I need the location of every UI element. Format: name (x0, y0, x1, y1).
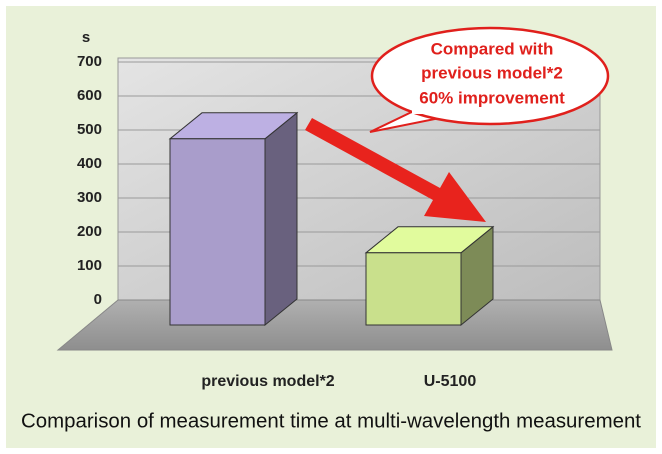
y-tick-label: 300 (77, 189, 102, 206)
bar-front (365, 252, 462, 326)
x-tick-label: previous model*2 (201, 373, 334, 390)
chart-title: Comparison of measurement time at multi-… (21, 410, 641, 432)
annotation-line: 60% improvement (419, 88, 565, 107)
y-tick-label: 400 (77, 155, 102, 172)
y-tick-label: 100 (77, 257, 102, 274)
floor (56, 299, 613, 351)
bar-front (169, 138, 266, 326)
y-axis-label: s (82, 29, 90, 46)
bar (364, 225, 495, 327)
y-tick-label: 500 (77, 121, 102, 138)
y-tick-label: 600 (77, 87, 102, 104)
y-tick-label: 200 (77, 223, 102, 240)
annotation-line: previous model*2 (421, 63, 563, 82)
y-tick-label: 700 (77, 53, 102, 70)
bar-side (264, 111, 298, 327)
arrow (305, 118, 486, 222)
bar (168, 111, 299, 327)
annotation-line: Compared with (431, 39, 554, 58)
x-tick-label: U-5100 (424, 373, 477, 390)
y-tick-label: 0 (94, 291, 102, 308)
callout-tail-join (412, 100, 452, 114)
